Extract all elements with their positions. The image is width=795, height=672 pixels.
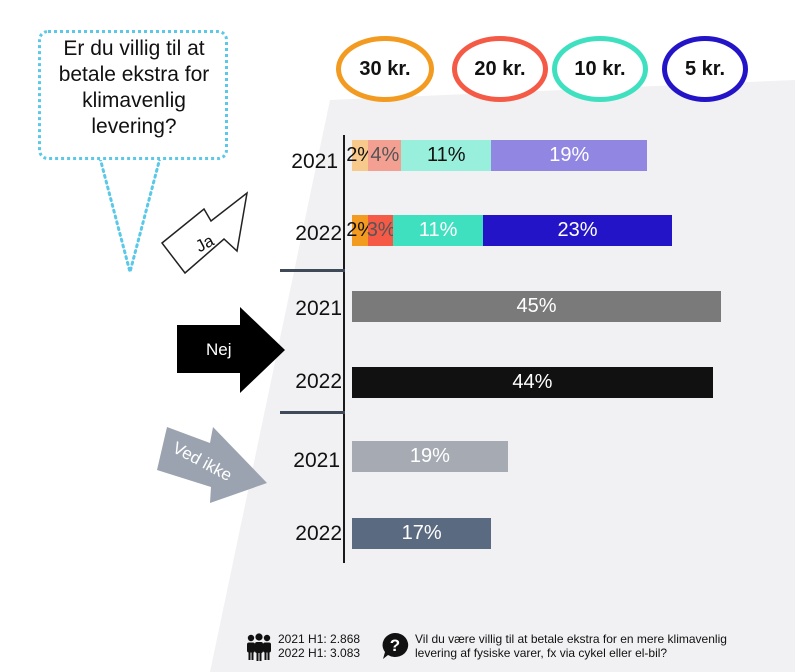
question-bubble (38, 30, 228, 160)
year-label-ja-2022: 2022 (295, 222, 342, 245)
question-bubble-text: Er du villig til at betale ekstra for kl… (58, 37, 210, 138)
year-label-ja-2021: 2021 (291, 150, 338, 173)
chart-axis (343, 135, 345, 563)
survey-question-line1: Vil du være villig til at betale ekstra … (415, 632, 727, 646)
year-label-vedikke-2022: 2022 (295, 522, 342, 545)
bar-label-ja-2022-seg3: 23% (557, 219, 598, 241)
bar-nej-2022-seg0 (352, 367, 713, 398)
year-label-nej-2022: 2022 (295, 370, 342, 393)
bar-ja-2021-seg3 (491, 140, 648, 171)
svg-text:?: ? (390, 636, 400, 655)
bar-label-nej-2021-seg0: 45% (516, 295, 557, 317)
legend-5kr: 5 kr. (662, 36, 748, 102)
bar-ja-2022-seg0 (352, 215, 369, 246)
bar-label-ja-2022-seg2: 11% (418, 219, 458, 241)
bar-label-ja-2022-seg1: 3% (366, 219, 396, 241)
bar-label-ved-ikke-2021-seg0: 19% (409, 445, 450, 467)
bar-ja-2021-seg2 (401, 140, 492, 171)
legend-30kr: 30 kr. (336, 36, 434, 102)
nej-label: Nej (206, 340, 232, 359)
bar-label-ja-2021-seg0: 2% (346, 144, 376, 166)
bar-ved-ikke-2021-seg0 (352, 441, 508, 472)
people-icon (247, 633, 271, 661)
bar-label-nej-2022-seg0: 44% (512, 371, 553, 393)
ved-ikke-arrow (157, 427, 267, 503)
bar-ja-2022-seg1 (368, 215, 393, 246)
bar-label-ja-2021-seg1: 4% (370, 144, 400, 166)
speech-bubble-tail (98, 156, 162, 278)
bar-label-ja-2022-seg0: 2% (346, 219, 376, 241)
year-label-nej-2021: 2021 (295, 297, 342, 320)
bar-nej-2021-seg0 (352, 291, 721, 322)
sample-size-2021: 2021 H1: 2.868 (278, 632, 361, 646)
bar-ja-2021-seg1 (368, 140, 402, 171)
nej-arrow (177, 307, 285, 393)
survey-question-line2: levering af fysiske varer, fx via cykel … (415, 646, 668, 660)
ja-arrow (160, 191, 249, 275)
bar-ja-2022-seg2 (393, 215, 484, 246)
sample-size-2022: 2022 H1: 3.083 (278, 646, 361, 660)
group-separator-1 (280, 269, 345, 272)
bar-ja-2022-seg3 (483, 215, 672, 246)
bar-label-ved-ikke-2022-seg0: 17% (401, 522, 442, 544)
bar-ja-2021-seg0 (352, 140, 369, 171)
year-label-vedikke-2021: 2021 (293, 449, 340, 472)
question-icon: ? (382, 632, 409, 659)
bar-label-ja-2021-seg3: 19% (549, 144, 590, 166)
group-separator-2 (280, 411, 345, 414)
legend-10kr: 10 kr. (552, 36, 648, 102)
bar-label-ja-2021-seg2: 11% (427, 144, 466, 166)
bar-ved-ikke-2022-seg0 (352, 518, 492, 549)
legend-20kr: 20 kr. (452, 36, 548, 102)
